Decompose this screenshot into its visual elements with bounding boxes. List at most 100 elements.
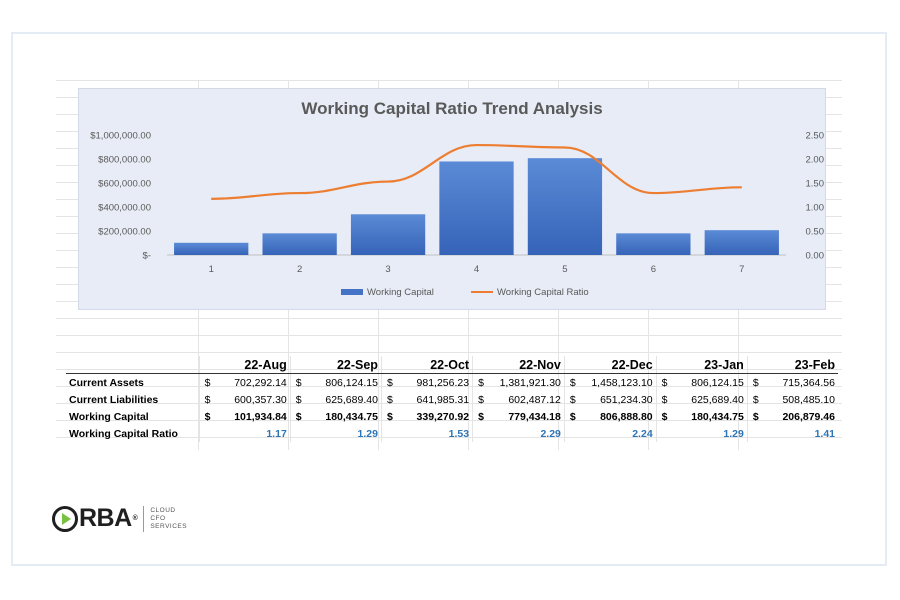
row-label: Current Liabilities (69, 393, 159, 406)
currency-symbol: $ (752, 393, 759, 406)
x-tick-label: 5 (562, 264, 567, 275)
currency-symbol: $ (569, 393, 576, 406)
cell-value: 625,689.40 (691, 393, 744, 406)
column-header: 22-Nov (472, 356, 565, 374)
table-cell: $602,487.12 (472, 391, 565, 408)
table-cell: $508,485.10 (746, 391, 838, 408)
y-right-tick-label: 1.00 (806, 203, 825, 214)
cell-value: 981,256.23 (416, 376, 470, 389)
y-right-tick-label: 2.00 (806, 155, 825, 166)
table-cell: $779,434.18 (472, 408, 565, 425)
cell-value: 641,985.31 (416, 393, 470, 406)
y-left-tick-label: $- (143, 251, 151, 262)
currency-symbol: $ (386, 376, 393, 389)
cell-value: 1,458,123.10 (591, 376, 653, 389)
orba-logo: RBA ® CLOUD CFO SERVICES (52, 504, 187, 533)
table-row: Working Capital $101,934.84 $180,434.75 $33… (66, 408, 838, 425)
cell-value: 101,934.84 (234, 410, 287, 423)
logo-subtitle-line: SERVICES (150, 522, 188, 530)
combo-chart: $- $200,000.00 $400,000.00 $600,000.00 $800,… (90, 131, 825, 299)
y-right-tick-label: 0.50 (806, 227, 825, 238)
bar-working-capital (616, 233, 691, 255)
logo-subtitle-line: CLOUD (150, 506, 176, 514)
currency-symbol: $ (386, 393, 393, 406)
table-cell: $180,434.75 (289, 408, 382, 425)
logo-subtitle-line: CFO (150, 514, 166, 522)
currency-symbol: $ (386, 410, 393, 423)
table-cell: $1,458,123.10 (563, 373, 657, 391)
cell-value: 779,434.18 (508, 410, 561, 423)
y-left-tick-label: $1,000,000.00 (90, 131, 151, 142)
currency-symbol: $ (661, 410, 668, 423)
y-left-tick-label: $600,000.00 (98, 179, 151, 190)
table-cell: $806,124.15 (655, 373, 748, 391)
currency-symbol: $ (478, 410, 484, 423)
currency-symbol: $ (295, 410, 302, 423)
x-tick-label: 1 (209, 264, 214, 275)
bar-working-capital (704, 230, 779, 255)
currency-symbol: $ (204, 376, 211, 389)
data-table: 22-Aug 22-Sep 22-Oct 22-Nov 22-Dec 23-Jan 23-F… (66, 356, 838, 442)
table-header-row: 22-Aug 22-Sep 22-Oct 22-Nov 22-Dec 23-Jan 23-F… (66, 356, 838, 374)
legend-swatch-working-capital (341, 289, 363, 295)
column-header: 23-Feb (746, 356, 838, 374)
table-cell: $180,434.75 (655, 408, 748, 425)
cell-value: 180,434.75 (325, 410, 378, 423)
table-cell: $981,256.23 (380, 373, 473, 391)
table-cell: $715,364.56 (746, 373, 838, 391)
row-label: Working Capital (69, 410, 149, 423)
logo-divider (143, 505, 145, 532)
currency-symbol: $ (204, 393, 211, 406)
currency-symbol: $ (661, 376, 668, 389)
x-tick-label: 2 (297, 264, 302, 275)
y-left-tick-label: $800,000.00 (98, 155, 151, 166)
currency-symbol: $ (204, 410, 211, 423)
cell-value: 1,381,921.30 (499, 376, 561, 389)
table-cell: $625,689.40 (289, 391, 382, 408)
currency-symbol: $ (295, 376, 302, 389)
logo-wordmark: RBA ® (52, 504, 138, 533)
table-cell: 2.29 (472, 425, 565, 442)
table-cell: $651,234.30 (563, 391, 657, 408)
legend-label-working-capital: Working Capital (367, 287, 434, 298)
table-header-blank (66, 356, 200, 374)
y-right-tick-label: 1.50 (806, 179, 825, 190)
x-tick-label: 4 (474, 264, 479, 275)
y-left-tick-label: $200,000.00 (98, 227, 151, 238)
currency-symbol: $ (569, 410, 576, 423)
data-table-wrap: 22-Aug 22-Sep 22-Oct 22-Nov 22-Dec 23-Jan 23-F… (66, 356, 838, 442)
table-cell: 1.53 (380, 425, 473, 442)
currency-symbol: $ (752, 410, 759, 423)
logo-registered: ® (132, 515, 138, 522)
table-cell: 1.29 (655, 425, 748, 442)
x-tick-label: 6 (651, 264, 656, 275)
table-cell: $101,934.84 (198, 408, 291, 425)
cell-value: 651,234.30 (600, 393, 653, 406)
cell-value: 625,689.40 (325, 393, 378, 406)
table-cell: $806,888.80 (563, 408, 657, 425)
row-label: Current Assets (69, 376, 144, 389)
table-cell: 1.17 (198, 425, 291, 442)
bar-working-capital (350, 214, 426, 255)
x-tick-label: 3 (385, 264, 390, 275)
table-cell: 2.24 (563, 425, 657, 442)
cell-value: 600,357.30 (234, 393, 287, 406)
logo-text: RBA (79, 504, 132, 532)
cell-value: 715,364.56 (782, 376, 835, 389)
currency-symbol: $ (478, 393, 484, 406)
cell-value: 339,270.92 (416, 410, 470, 423)
table-cell: $1,381,921.30 (472, 373, 565, 391)
cell-value: 806,124.15 (325, 376, 378, 389)
currency-symbol: $ (661, 393, 668, 406)
cell-value: 206,879.46 (782, 410, 835, 423)
bar-working-capital (527, 158, 603, 255)
column-header: 22-Sep (289, 356, 382, 374)
cell-value: 806,124.15 (691, 376, 744, 389)
y-left-tick-label: $400,000.00 (98, 203, 151, 214)
table-row: Working Capital Ratio 1.17 1.29 1.53 2.29 2.2… (66, 425, 838, 442)
table-cell: $641,985.31 (380, 391, 473, 408)
x-tick-label: 7 (739, 264, 744, 275)
cell-value: 180,434.75 (691, 410, 744, 423)
y-right-tick-label: 2.50 (806, 131, 825, 142)
chart-title: Working Capital Ratio Trend Analysis (301, 99, 603, 118)
